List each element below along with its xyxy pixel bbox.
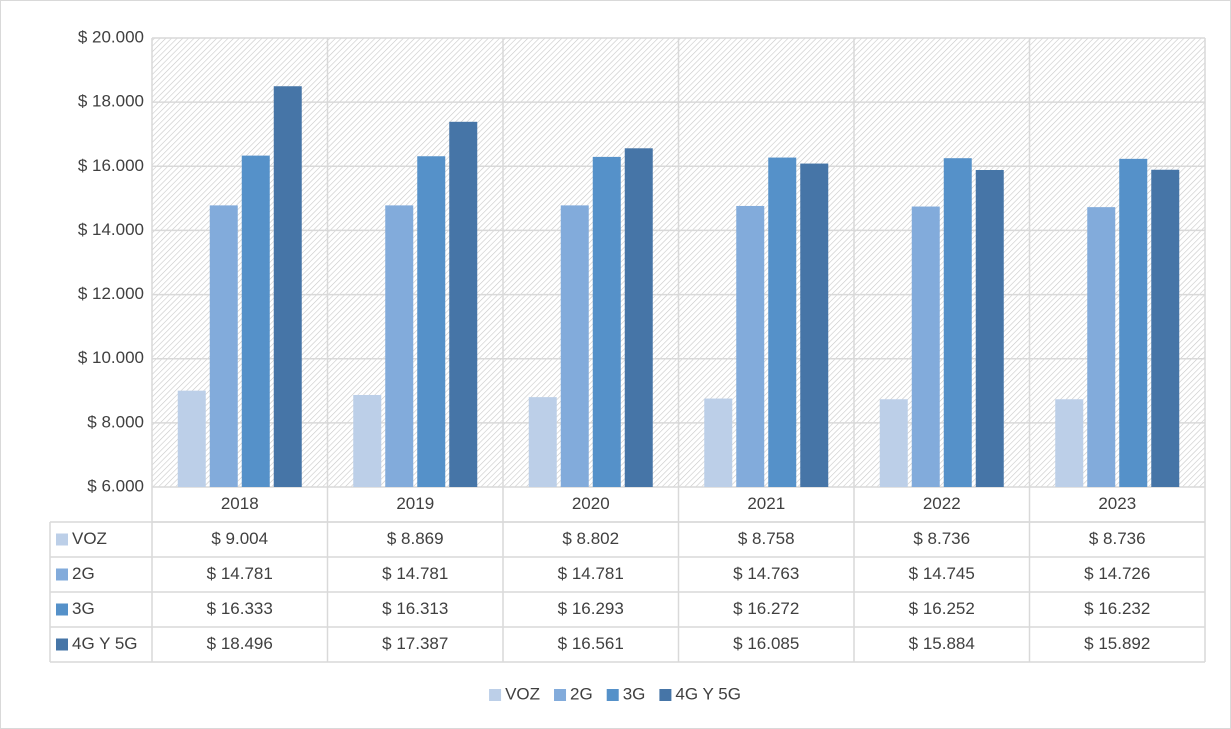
table-cell: $ 16.232 [1084,599,1150,618]
bar [704,398,733,487]
table-cell: $ 8.736 [1089,529,1146,548]
bar [449,121,478,487]
table-cell: $ 14.763 [733,564,799,583]
x-tick-label: 2022 [923,494,961,513]
table-cell: $ 16.561 [558,634,624,653]
table-cell: $ 16.085 [733,634,799,653]
bar [560,205,589,487]
table-cell: $ 8.869 [387,529,444,548]
table-legend-key [56,638,68,651]
legend-key [659,689,672,701]
table-cell: $ 14.781 [207,564,273,583]
bar [273,86,302,488]
legend-label: 4G Y 5G [675,684,741,703]
table-legend-key [56,568,68,581]
table-legend-key [56,603,68,616]
y-tick-label: $ 16.000 [78,156,144,175]
bar [624,148,653,487]
table-cell: $ 14.745 [909,564,975,583]
table-cell: $ 14.781 [558,564,624,583]
bar [943,158,972,487]
bar [209,205,238,487]
legend-label: VOZ [505,684,540,703]
table-legend-key [56,533,68,546]
y-tick-label: $ 18.000 [78,92,144,111]
bar [385,205,414,487]
x-tick-label: 2021 [747,494,785,513]
x-tick-label: 2023 [1098,494,1136,513]
y-tick-label: $ 8.000 [87,412,144,431]
bar [177,390,206,487]
table-row-label: 2G [72,564,95,583]
bar [879,399,908,487]
table-cell: $ 9.004 [211,529,268,548]
bar [528,397,557,487]
legend-label: 3G [623,684,646,703]
bar [1151,169,1180,487]
table-cell: $ 8.802 [562,529,619,548]
table-cell: $ 8.758 [738,529,795,548]
y-tick-label: $ 6.000 [87,476,144,495]
bar [1087,207,1116,487]
y-tick-label: $ 20.000 [78,27,144,46]
table-cell: $ 16.333 [207,599,273,618]
bar [975,170,1004,488]
table-cell: $ 16.252 [909,599,975,618]
table-row-label: 3G [72,599,95,618]
legend-key [606,689,619,701]
bar [800,163,829,488]
bar [417,156,446,487]
table-cell: $ 8.736 [913,529,970,548]
table-cell: $ 15.884 [909,634,975,653]
bar [736,205,765,487]
bar [353,394,382,487]
legend-label: 2G [570,684,593,703]
bar [241,155,270,487]
bar [911,206,940,488]
table-row-label: VOZ [72,529,107,548]
bar [768,157,797,487]
bar [592,156,621,487]
table-cell: $ 16.313 [382,599,448,618]
table-row-label: 4G Y 5G [72,634,138,653]
table-cell: $ 14.781 [382,564,448,583]
table-cell: $ 16.272 [733,599,799,618]
x-tick-label: 2020 [572,494,610,513]
y-tick-label: $ 10.000 [78,348,144,367]
legend-key [489,689,502,701]
x-tick-label: 2019 [396,494,434,513]
bar [1119,158,1148,487]
table-cell: $ 14.726 [1084,564,1150,583]
table-cell: $ 17.387 [382,634,448,653]
x-tick-label: 2018 [221,494,259,513]
bar [1055,399,1084,487]
legend-key [554,689,567,701]
table-cell: $ 18.496 [207,634,273,653]
table-cell: $ 15.892 [1084,634,1150,653]
y-tick-label: $ 12.000 [78,284,144,303]
y-tick-label: $ 14.000 [78,220,144,239]
table-cell: $ 16.293 [558,599,624,618]
